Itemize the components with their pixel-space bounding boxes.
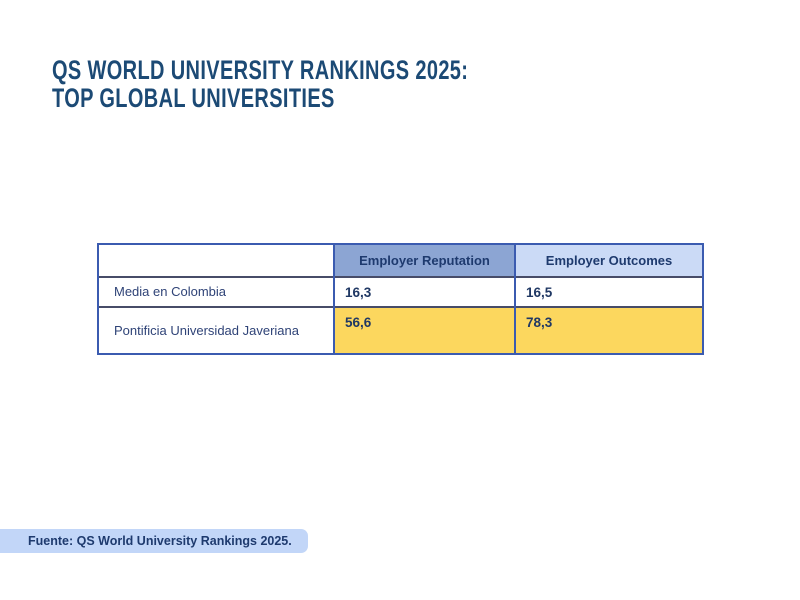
table-header-row: Employer Reputation Employer Outcomes	[97, 244, 704, 277]
value-employer-outcomes: 78,3	[514, 307, 704, 354]
source-badge: Fuente: QS World University Rankings 202…	[0, 529, 308, 553]
col-header-empty	[97, 244, 335, 277]
table-row-pontificia-universidad-javeriana: Pontificia Universidad Javeriana 56,6 78…	[97, 307, 704, 354]
value-employer-reputation: 56,6	[333, 307, 516, 354]
title-line-2: TOP GLOBAL UNIVERSITIES	[52, 83, 335, 113]
page-title: QS WORLD UNIVERSITY RANKINGS 2025: TOP G…	[52, 56, 615, 112]
row-label: Media en Colombia	[97, 277, 335, 307]
rankings-table: Employer Reputation Employer Outcomes Me…	[97, 243, 704, 355]
col-header-employer-outcomes: Employer Outcomes	[514, 244, 704, 277]
col-header-employer-reputation: Employer Reputation	[333, 244, 516, 277]
value-employer-outcomes: 16,5	[514, 277, 704, 307]
title-line-1: QS WORLD UNIVERSITY RANKINGS 2025:	[52, 55, 469, 85]
table-row-media-en-colombia: Media en Colombia 16,3 16,5	[97, 277, 704, 307]
value-employer-reputation: 16,3	[333, 277, 516, 307]
source-text: Fuente: QS World University Rankings 202…	[28, 534, 292, 548]
row-label: Pontificia Universidad Javeriana	[97, 307, 335, 354]
